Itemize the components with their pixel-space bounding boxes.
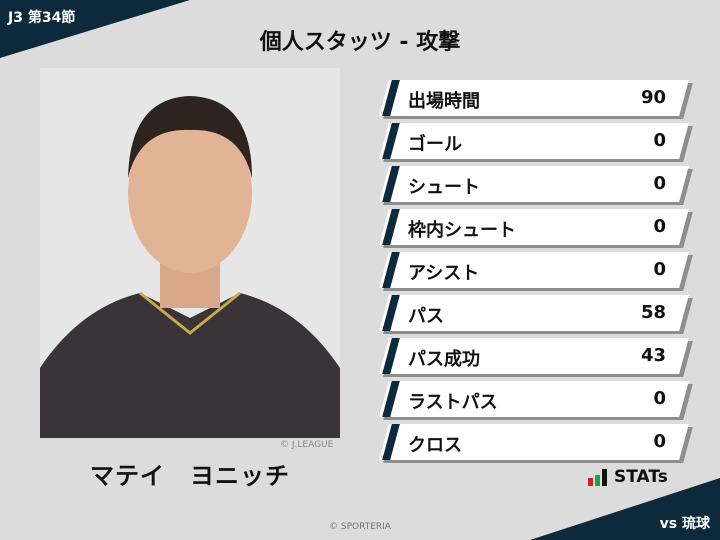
logo-bar-icon — [602, 469, 607, 486]
stat-row-goals: ゴール 0 — [379, 123, 693, 162]
stat-row-passes-completed: パス成功 43 — [379, 338, 693, 377]
stat-value: 0 — [653, 431, 666, 452]
stat-label: クロス — [408, 435, 462, 456]
footer-copyright: © SPORTERIA — [329, 522, 391, 532]
stat-value: 0 — [653, 216, 666, 237]
stat-label: 出場時間 — [408, 91, 480, 112]
stat-value: 0 — [653, 130, 666, 151]
stat-label: シュート — [408, 177, 480, 198]
stats-list: 出場時間 90 ゴール 0 シュート 0 枠内シュート 0 アシスト 0 パス 58 パス成… — [379, 80, 693, 467]
stat-label: ゴール — [408, 134, 462, 155]
stat-row-assists: アシスト 0 — [379, 252, 693, 291]
photo-credit: © J.LEAGUE — [280, 440, 334, 450]
stat-label: パス — [408, 306, 444, 327]
stat-value: 43 — [640, 345, 666, 366]
stat-value: 90 — [640, 87, 666, 108]
page-title: 個人スタッツ - 攻撃 — [259, 30, 461, 55]
stat-value: 58 — [640, 302, 666, 323]
stat-label: 枠内シュート — [408, 220, 516, 241]
stat-value: 0 — [653, 259, 666, 280]
corner-decoration-bottom — [530, 478, 720, 540]
stat-row-shots: シュート 0 — [379, 166, 693, 205]
stat-row-key-passes: ラストパス 0 — [379, 381, 693, 420]
stat-label: パス成功 — [408, 349, 480, 370]
stat-row-shots-on-target: 枠内シュート 0 — [379, 209, 693, 248]
stat-value: 0 — [653, 173, 666, 194]
stat-row-crosses: クロス 0 — [379, 424, 693, 463]
stat-value: 0 — [653, 388, 666, 409]
opponent-label: vs 琉球 — [659, 516, 710, 532]
stat-label: ラストパス — [408, 392, 498, 413]
stat-label: アシスト — [408, 263, 480, 284]
corner-decoration-top — [0, 0, 190, 58]
stat-row-minutes: 出場時間 90 — [379, 80, 693, 119]
player-photo — [40, 68, 340, 438]
round-label: J3 第34節 — [8, 10, 76, 26]
player-name: マテイ ヨニッチ — [90, 462, 290, 490]
stat-row-passes: パス 58 — [379, 295, 693, 334]
